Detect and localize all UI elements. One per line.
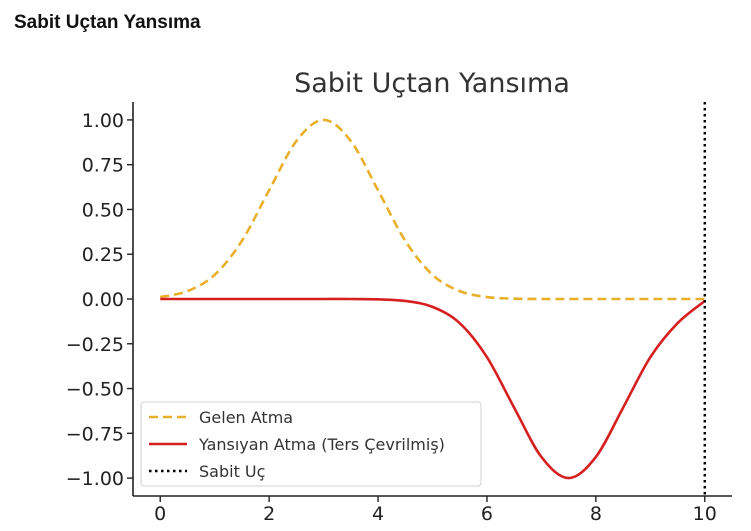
y-tick-label: −0.25 xyxy=(66,334,124,356)
x-tick-label: 6 xyxy=(481,503,493,525)
plot-area xyxy=(159,102,706,496)
legend-label-3: Sabit Uç xyxy=(199,462,265,481)
chart-title: Sabit Uçtan Yansıma xyxy=(294,68,570,99)
legend-label-2: Yansıyan Atma (Ters Çevrilmiş) xyxy=(198,435,445,454)
legend: Gelen Atma Yansıyan Atma (Ters Çevrilmiş)… xyxy=(140,401,482,487)
y-tick-label: 0.75 xyxy=(82,155,124,177)
series-line-1 xyxy=(159,118,705,301)
y-tick-label: −0.50 xyxy=(66,379,124,401)
x-tick-label: 2 xyxy=(263,503,275,525)
y-tick-label: −1.00 xyxy=(66,468,124,490)
x-tick-label: 8 xyxy=(590,503,602,525)
legend-box xyxy=(140,401,482,487)
x-tick-label: 10 xyxy=(693,503,717,525)
y-tick-label: 0.50 xyxy=(82,199,124,221)
page-header-title: Sabit Uçtan Yansıma xyxy=(14,12,201,33)
x-tick-label: 0 xyxy=(154,503,166,525)
y-tick-label: 0.00 xyxy=(82,289,124,311)
series-line-2 xyxy=(160,297,706,480)
axes: 1.00 0.75 0.50 0.25 0.00 −0.25 −0.50 −0.75 −1.00… xyxy=(66,102,732,525)
x-tick-label: 4 xyxy=(372,503,384,525)
legend-label-1: Gelen Atma xyxy=(199,408,293,427)
y-tick-label: 0.25 xyxy=(82,244,124,266)
y-tick-label: 1.00 xyxy=(82,110,124,132)
y-tick-label: −0.75 xyxy=(66,423,124,445)
